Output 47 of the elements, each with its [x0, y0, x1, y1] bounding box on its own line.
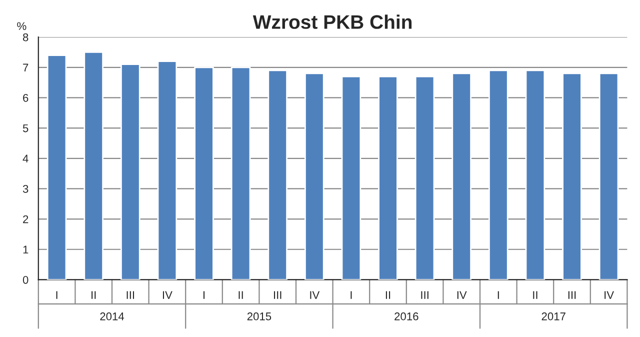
bar	[157, 60, 178, 280]
y-tick-label: 4	[22, 154, 28, 162]
x-tick-label: III	[274, 291, 282, 299]
bar	[120, 64, 140, 280]
x-tick-label: III	[421, 291, 428, 299]
x-tick-label: III	[126, 291, 134, 299]
y-tick-label: 0	[22, 276, 28, 284]
x-tick-label: I	[56, 291, 58, 299]
x-tick-label: II	[533, 291, 538, 299]
x-tick-label: IV	[604, 291, 614, 299]
y-tick-label: 7	[23, 64, 28, 72]
y-axis-title: %	[17, 22, 26, 30]
chart-title: Wzrost PKB Chin	[252, 14, 412, 29]
x-tick-label: II	[386, 291, 390, 299]
bar	[562, 72, 582, 280]
x-tick-label: IV	[310, 291, 320, 299]
text: 2017	[542, 312, 566, 320]
bar	[452, 72, 472, 280]
text: 2014	[100, 312, 124, 320]
x-tick-label: II	[92, 291, 96, 299]
bar	[304, 72, 324, 280]
text: 2016	[394, 312, 418, 320]
bar	[84, 52, 104, 280]
bar	[230, 66, 251, 280]
x-tick-label: IV	[457, 291, 467, 299]
bar	[525, 70, 546, 280]
bar	[194, 66, 214, 280]
y-tick-label: 2	[23, 215, 28, 224]
bar	[414, 76, 435, 280]
x-tick-label: II	[238, 291, 243, 299]
bar	[341, 76, 362, 280]
x-tick-label: IV	[162, 291, 172, 299]
y-tick-label: 1	[23, 246, 28, 254]
y-tick-label: 3	[22, 184, 28, 193]
y-tick-label: 8	[22, 33, 28, 42]
bar	[598, 72, 619, 280]
y-tick-label: 6	[23, 94, 28, 102]
x-tick-label: I	[498, 291, 499, 299]
text: 2015	[247, 312, 272, 320]
bar	[488, 70, 508, 280]
bar	[268, 70, 288, 280]
x-tick-label: III	[568, 291, 576, 299]
bar	[46, 54, 67, 280]
bar	[378, 76, 398, 280]
x-tick-label: I	[203, 291, 205, 299]
x-tick-label: I	[350, 291, 352, 299]
y-tick-label: 5	[22, 124, 28, 132]
